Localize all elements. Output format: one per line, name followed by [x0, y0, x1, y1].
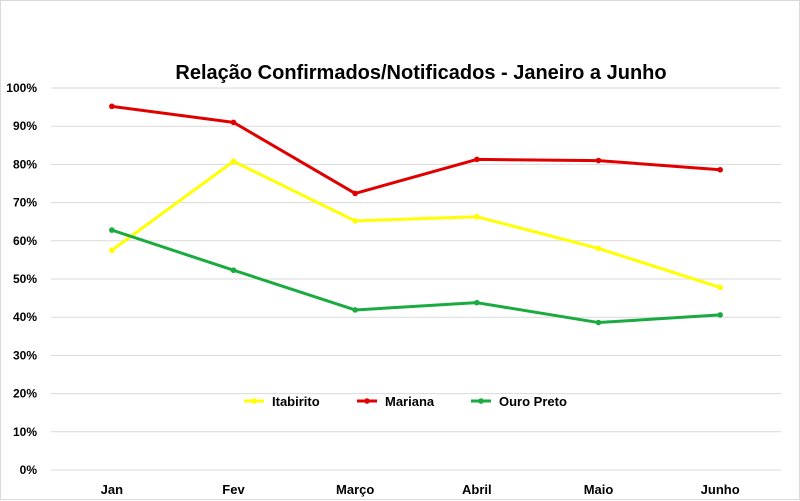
data-point-itabirito — [595, 245, 602, 252]
x-tick-label: Abril — [462, 482, 492, 497]
y-axis-ticks: 0% 10% 20% 30% 40% 50% 60% 70% 80% 90% 100% — [6, 81, 37, 477]
data-point-itabirito — [230, 158, 237, 165]
legend-label-itabirito: Itabirito — [272, 394, 320, 409]
series-line-itabirito — [110, 159, 722, 289]
x-tick-label: Junho — [701, 482, 740, 497]
data-point-itabirito — [352, 218, 358, 224]
legend: Itabirito Mariana Ouro Preto — [244, 394, 567, 409]
y-tick-label: 70% — [13, 196, 37, 210]
y-tick-label: 60% — [13, 234, 37, 248]
gridlines — [51, 87, 781, 471]
data-point-ouro-preto — [230, 267, 237, 274]
data-point-itabirito — [717, 284, 723, 291]
data-point-mariana — [230, 119, 237, 126]
data-point-itabirito — [109, 247, 115, 254]
data-point-ouro-preto — [109, 227, 115, 233]
x-axis-ticks: Jan Fev Março Abril Maio Junho — [101, 482, 740, 497]
x-tick-label: Fev — [222, 482, 245, 497]
data-point-mariana — [109, 103, 115, 110]
y-tick-label: 90% — [13, 119, 37, 133]
series-line-ouro-preto — [110, 228, 722, 325]
legend-label-mariana: Mariana — [385, 394, 435, 409]
legend-marker-itabirito — [251, 398, 257, 404]
data-point-ouro-preto — [717, 312, 723, 318]
data-point-mariana — [717, 166, 723, 173]
y-tick-label: 10% — [13, 425, 37, 439]
y-tick-label: 20% — [13, 387, 37, 401]
legend-marker-mariana — [364, 398, 370, 404]
y-tick-label: 100% — [6, 81, 37, 95]
data-point-ouro-preto — [352, 307, 358, 313]
data-point-itabirito — [474, 213, 480, 220]
y-tick-label: 80% — [13, 157, 37, 171]
legend-label-ouro-preto: Ouro Preto — [499, 394, 567, 409]
data-point-mariana — [474, 156, 480, 163]
y-tick-label: 30% — [13, 348, 37, 362]
x-tick-label: Maio — [584, 482, 614, 497]
y-tick-label: 0% — [20, 463, 38, 477]
data-point-mariana — [595, 157, 602, 164]
x-tick-label: Março — [336, 482, 374, 497]
chart-title: Relação Confirmados/Notificados - Janeir… — [175, 62, 666, 84]
data-point-mariana — [352, 190, 358, 197]
y-tick-label: 50% — [13, 272, 37, 286]
data-point-ouro-preto — [474, 299, 480, 306]
data-point-ouro-preto — [595, 319, 602, 326]
legend-marker-ouro-preto — [478, 398, 484, 404]
series-lines — [109, 103, 723, 326]
y-tick-label: 40% — [13, 310, 37, 324]
x-tick-label: Jan — [101, 482, 123, 497]
series-line-mariana — [110, 104, 722, 195]
